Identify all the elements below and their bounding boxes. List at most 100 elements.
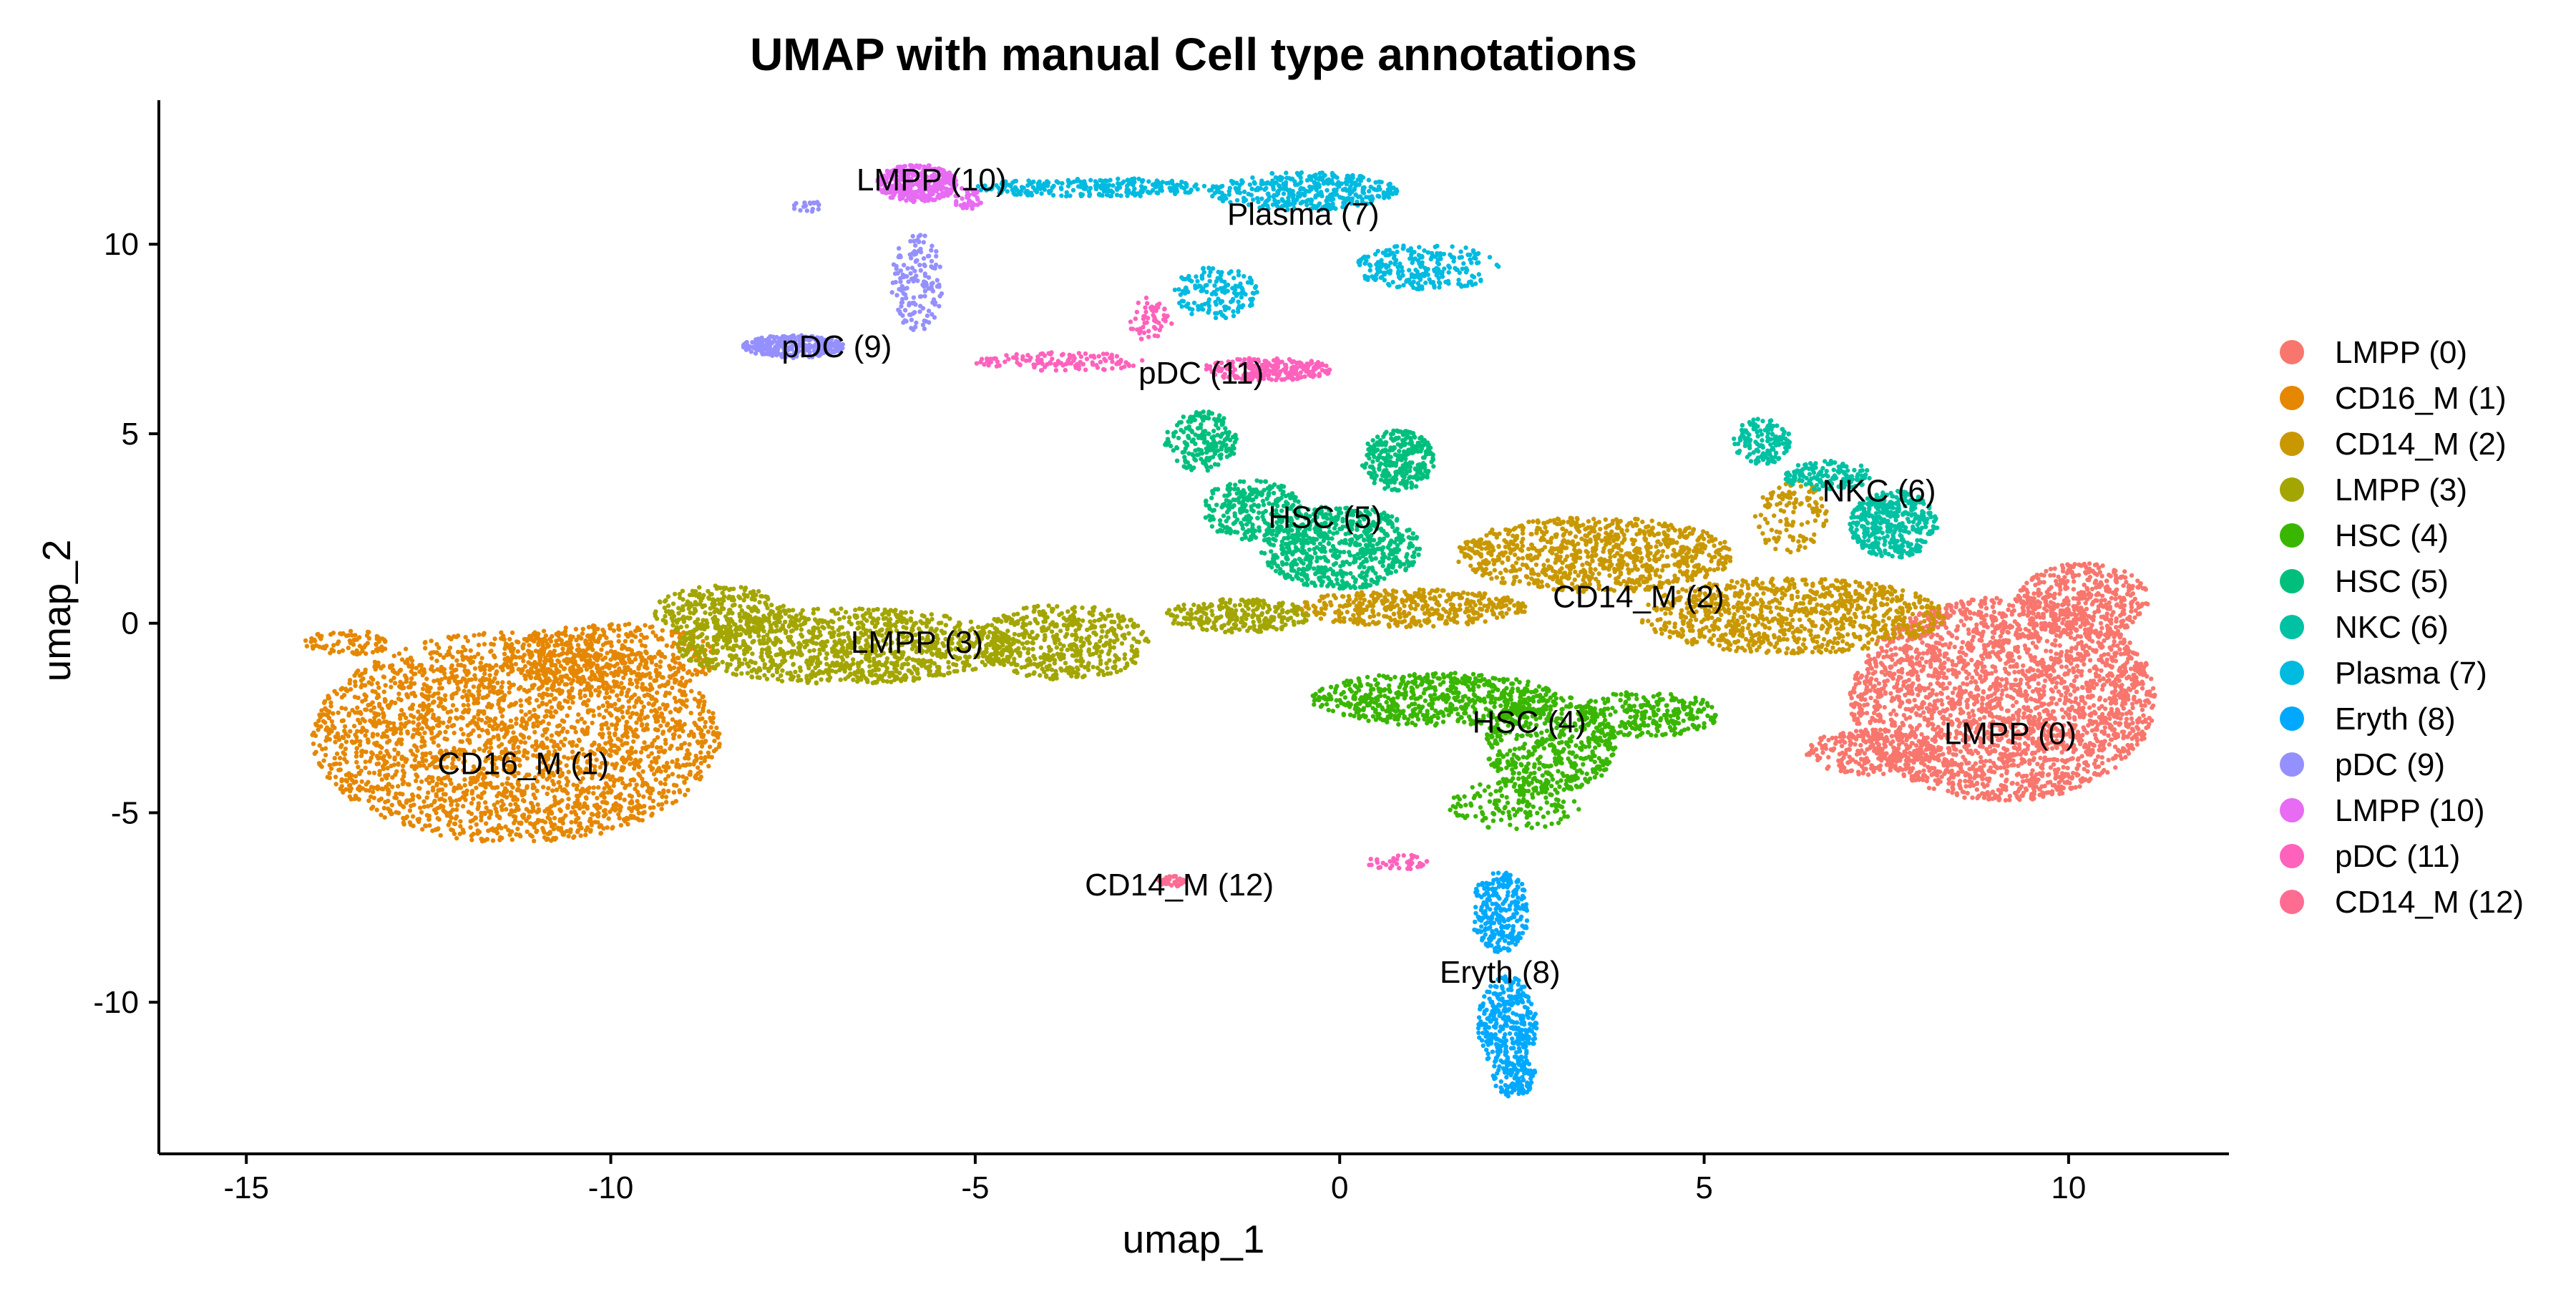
data-point: [2049, 679, 2055, 685]
data-point: [2009, 612, 2014, 617]
data-point: [2051, 676, 2057, 681]
data-point: [2024, 581, 2029, 586]
data-point: [2066, 568, 2071, 573]
data-point: [1909, 671, 1914, 677]
data-point: [660, 794, 665, 800]
data-point: [688, 710, 693, 716]
data-point: [2000, 611, 2006, 616]
data-point: [2125, 694, 2130, 699]
data-point: [2057, 697, 2062, 702]
data-point: [2064, 654, 2069, 659]
data-point: [2004, 669, 2009, 674]
series-points-0: [1805, 561, 2157, 803]
data-point: [1830, 735, 1835, 741]
data-point: [1916, 692, 1921, 698]
data-point: [1890, 739, 1896, 744]
data-point: [436, 686, 442, 691]
data-point: [2089, 602, 2095, 607]
data-point: [1917, 663, 1923, 668]
data-point: [2149, 676, 2154, 681]
data-point: [2140, 686, 2145, 691]
data-point: [2019, 677, 2024, 682]
data-point: [2024, 698, 2029, 704]
data-point: [2028, 709, 2034, 714]
data-point: [2040, 625, 2045, 630]
data-point: [459, 727, 464, 732]
data-point: [1855, 694, 1861, 699]
data-point: [2112, 639, 2117, 644]
data-point: [2028, 654, 2034, 660]
data-point: [2130, 705, 2135, 711]
data-point: [1965, 790, 1970, 796]
data-point: [430, 828, 435, 833]
data-point: [2133, 683, 2138, 688]
data-point: [1990, 623, 1995, 628]
data-point: [1967, 609, 1973, 615]
data-point: [354, 750, 359, 755]
data-point: [2132, 615, 2137, 620]
data-point: [391, 654, 396, 659]
data-point: [2004, 708, 2010, 714]
data-point: [587, 818, 592, 824]
data-point: [1950, 690, 1956, 695]
data-point: [2132, 696, 2137, 702]
data-point: [602, 786, 607, 791]
data-point: [2107, 618, 2112, 623]
data-point: [1968, 616, 1974, 621]
data-point: [1837, 752, 1842, 757]
data-point: [555, 825, 560, 830]
data-point: [2071, 587, 2077, 592]
data-point: [2052, 767, 2058, 773]
data-point: [469, 791, 474, 796]
data-point: [1938, 690, 1943, 696]
data-point: [1858, 742, 1863, 748]
data-point: [499, 782, 505, 787]
data-point: [1876, 703, 1882, 709]
data-point: [2046, 587, 2051, 592]
data-point: [2097, 634, 2102, 639]
data-point: [2110, 590, 2115, 596]
data-point: [2104, 720, 2109, 726]
data-point: [422, 730, 427, 735]
data-point: [1858, 729, 1863, 734]
data-point: [2030, 641, 2036, 646]
data-point: [2097, 678, 2102, 683]
data-point: [649, 767, 654, 772]
data-point: [587, 785, 592, 790]
data-point: [2024, 676, 2030, 681]
data-point: [1935, 632, 1940, 638]
data-point: [321, 758, 326, 763]
data-point: [2051, 722, 2057, 727]
data-point: [1891, 708, 1896, 714]
data-point: [354, 759, 359, 765]
data-point: [2047, 592, 2052, 598]
data-point: [369, 681, 374, 686]
data-point: [2048, 673, 2053, 678]
data-point: [1952, 644, 1957, 649]
data-point: [606, 816, 611, 821]
data-point: [623, 741, 628, 746]
data-point: [2081, 615, 2086, 620]
data-point: [1951, 752, 1956, 757]
data-point: [2106, 651, 2111, 657]
data-point: [1899, 701, 1905, 706]
data-point: [1985, 792, 1991, 797]
data-point: [1966, 627, 1971, 632]
data-point: [1994, 596, 1999, 601]
data-point: [1914, 686, 1919, 691]
data-point: [1950, 780, 1955, 785]
data-point: [2121, 733, 2127, 739]
data-point: [522, 740, 528, 745]
data-point: [2107, 742, 2112, 747]
data-point: [359, 779, 364, 785]
data-point: [482, 671, 487, 676]
data-point: [1917, 769, 1922, 774]
data-point: [2130, 720, 2135, 726]
data-point: [382, 815, 387, 820]
data-point: [1915, 774, 1921, 779]
data-point: [449, 709, 454, 714]
data-point: [1948, 613, 1953, 618]
data-point: [407, 808, 413, 813]
data-point: [333, 739, 338, 744]
